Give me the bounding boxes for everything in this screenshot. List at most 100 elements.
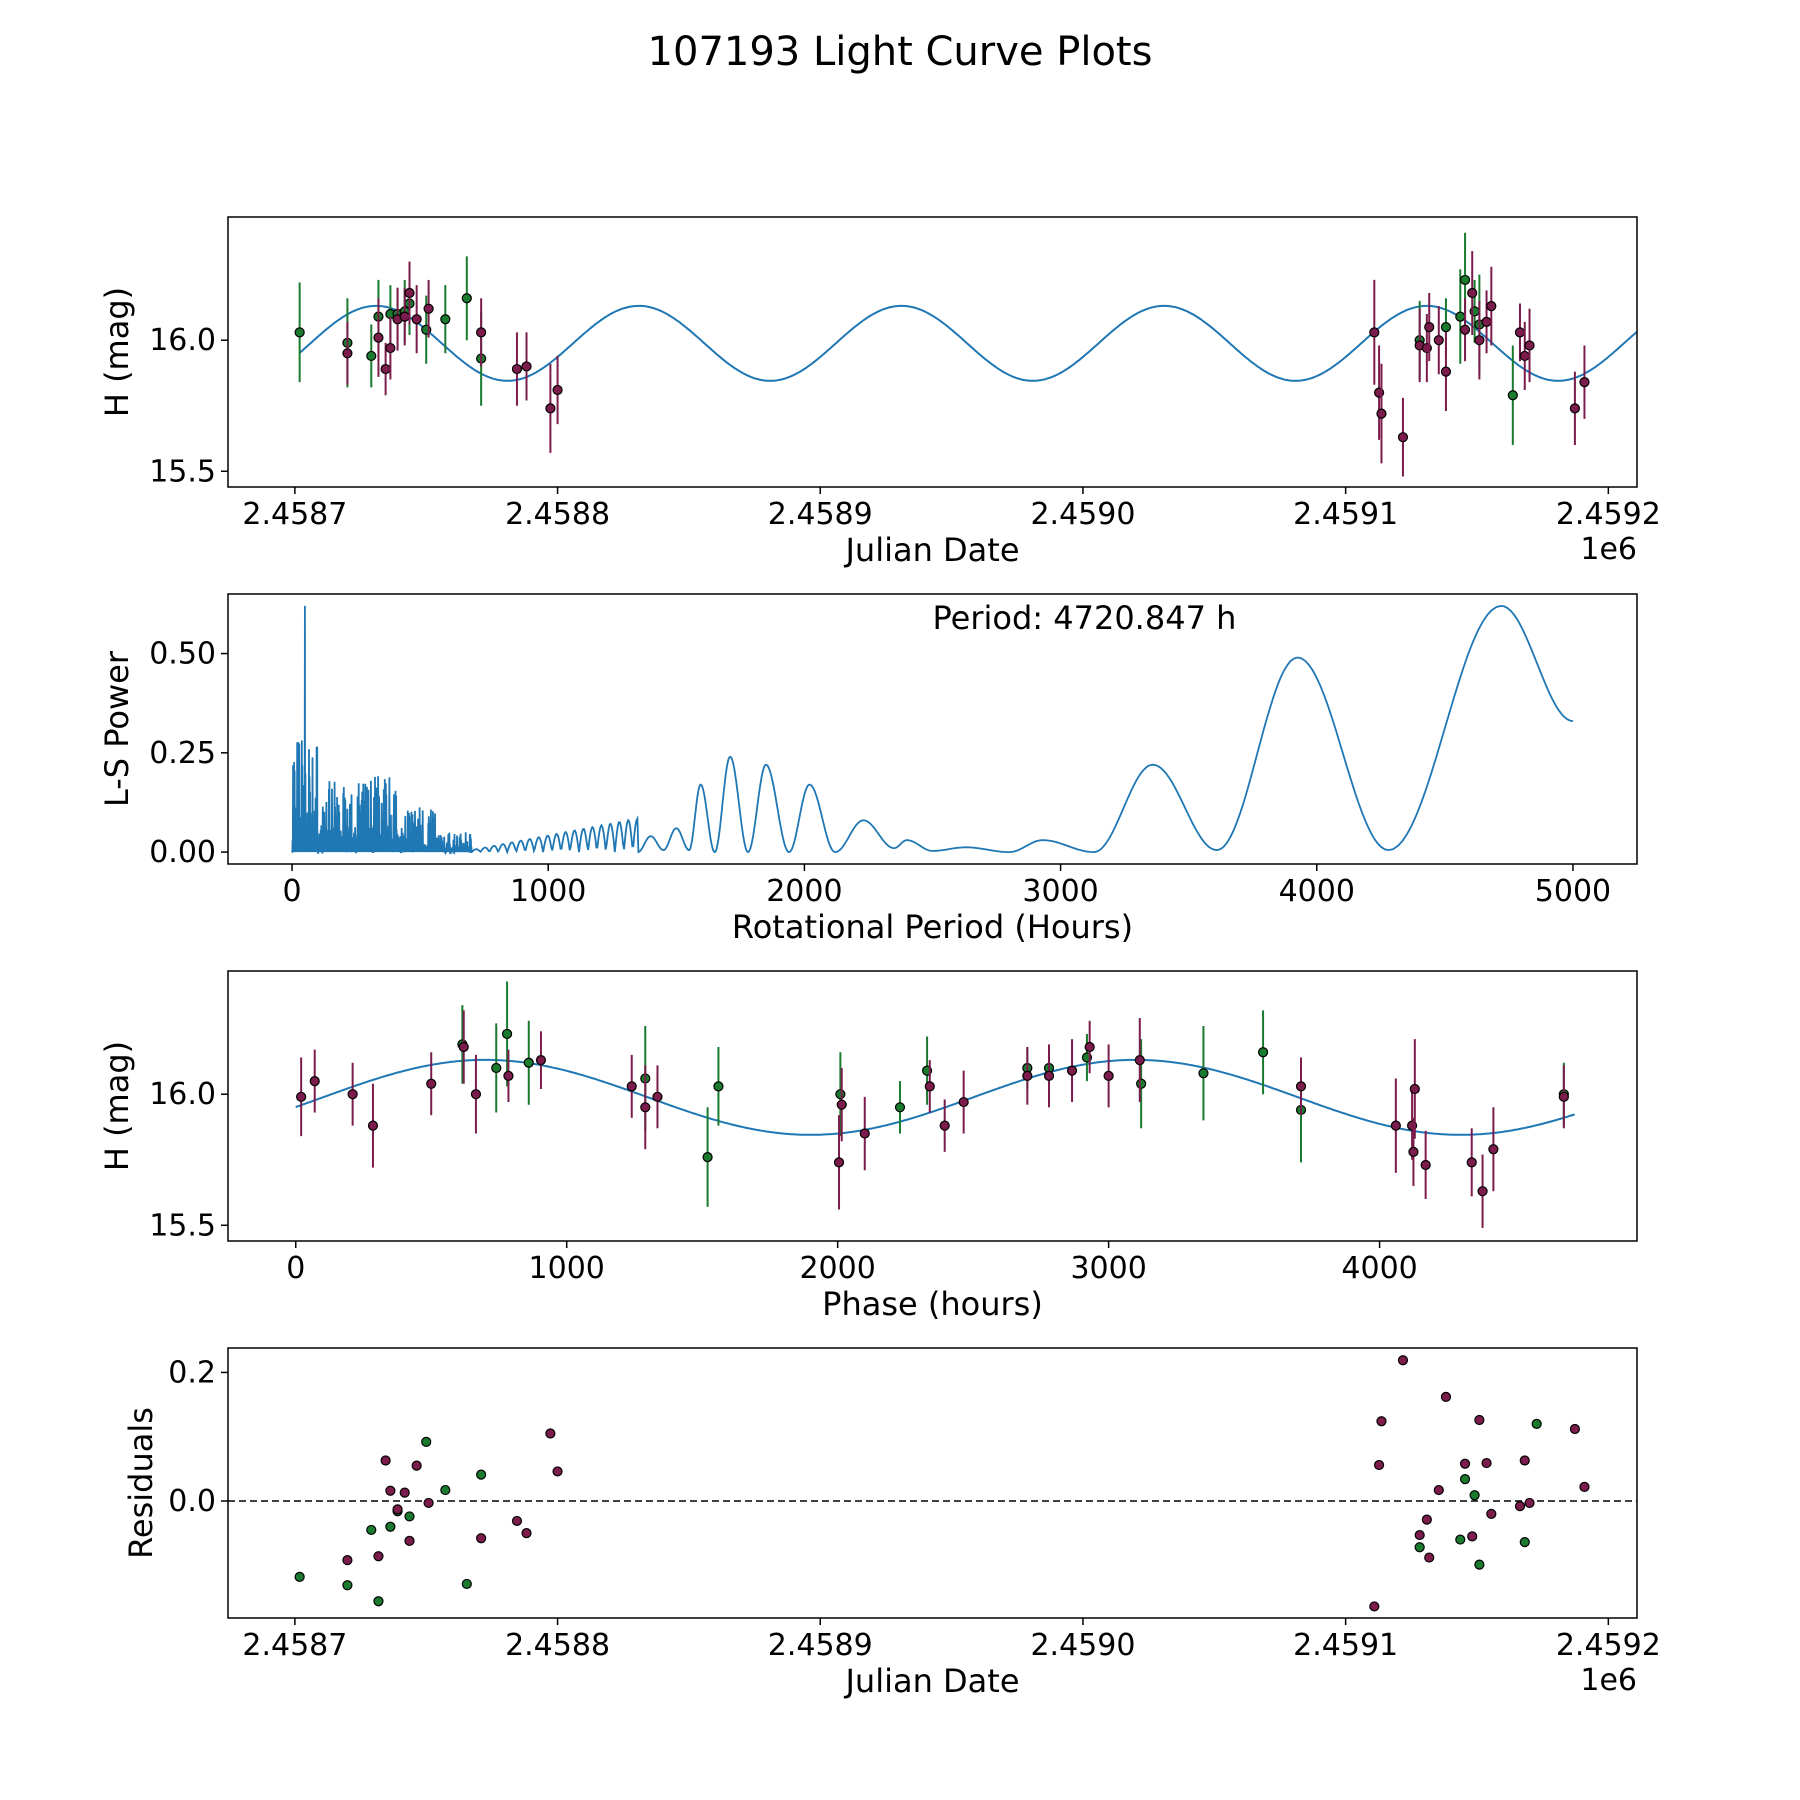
- phased-frame: [227, 970, 1638, 1242]
- maroon-point: [1579, 1481, 1590, 1492]
- y-tick-label: 15.5: [149, 1208, 216, 1243]
- maroon-point: [1409, 1083, 1420, 1095]
- green-point: [713, 1081, 724, 1092]
- figure-title: 107193 Light Curve Plots: [648, 29, 1153, 75]
- maroon-point: [411, 314, 422, 325]
- maroon-point: [476, 1533, 487, 1544]
- x-tick-label: 2000: [766, 874, 842, 909]
- maroon-point: [1414, 1529, 1425, 1541]
- x-axis-label: Rotational Period (Hours): [732, 908, 1133, 946]
- maroon-point: [404, 287, 415, 299]
- y-axis-label: H (mag): [98, 287, 136, 417]
- green-point: [523, 1057, 534, 1068]
- maroon-point: [1514, 327, 1526, 338]
- maroon-point: [399, 311, 410, 322]
- green-point: [1474, 1559, 1485, 1570]
- green-point: [702, 1152, 713, 1163]
- maroon-point: [535, 1055, 547, 1066]
- maroon-point: [1397, 1355, 1409, 1366]
- maroon-point: [1376, 1416, 1387, 1427]
- residuals-plot-area: [228, 1355, 1637, 1612]
- x-tick-label: 2000: [799, 1251, 875, 1286]
- green-point: [1531, 1418, 1542, 1429]
- maroon-point: [1134, 1055, 1145, 1066]
- maroon-point: [380, 1455, 391, 1466]
- green-point: [366, 350, 377, 362]
- green-point: [1455, 311, 1466, 322]
- green-series: [294, 1418, 1542, 1607]
- maroon-point: [503, 1070, 514, 1081]
- maroon-point: [1103, 1070, 1114, 1081]
- green-point: [461, 293, 472, 304]
- maroon-point: [1459, 324, 1471, 335]
- maroon-point: [1424, 321, 1435, 333]
- x-tick-label: 3000: [1070, 1251, 1146, 1286]
- maroon-series: [342, 1355, 1590, 1612]
- period-annotation: Period: 4720.847 h: [933, 599, 1237, 637]
- x-axis-label: Phase (hours): [822, 1285, 1043, 1323]
- x-tick-label: 2.4590: [1030, 497, 1135, 532]
- maroon-series: [296, 1010, 1569, 1228]
- x-tick-label: 1000: [510, 874, 586, 909]
- x-offset-label: 1e6: [1580, 532, 1637, 567]
- maroon-point: [859, 1128, 870, 1139]
- green-point: [294, 327, 305, 338]
- maroon-point: [1488, 1144, 1499, 1155]
- x-tick-label: 2.4587: [242, 1628, 347, 1663]
- x-tick-label: 2.4588: [505, 1628, 610, 1663]
- maroon-point: [1066, 1065, 1078, 1076]
- x-tick-label: 2.4592: [1556, 1628, 1661, 1663]
- maroon-series: [342, 251, 1590, 477]
- maroon-point: [1390, 1120, 1401, 1131]
- maroon-point: [1440, 1391, 1452, 1402]
- maroon-point: [1524, 1497, 1535, 1509]
- maroon-point: [552, 1466, 563, 1477]
- green-point: [421, 1436, 432, 1447]
- maroon-point: [385, 1485, 396, 1496]
- maroon-point: [458, 1041, 469, 1053]
- green-point: [501, 1028, 513, 1040]
- maroon-point: [924, 1081, 935, 1092]
- green-point: [1440, 321, 1452, 333]
- maroon-point: [958, 1096, 969, 1108]
- x-tick-label: 4000: [1341, 1251, 1417, 1286]
- maroon-point: [626, 1081, 637, 1092]
- maroon-point: [1519, 1455, 1530, 1466]
- maroon-point: [347, 1089, 358, 1100]
- maroon-point: [1474, 335, 1485, 346]
- y-tick-label: 15.5: [149, 454, 216, 489]
- maroon-point: [1467, 287, 1478, 299]
- y-axis-label: H (mag): [98, 1041, 136, 1171]
- maroon-point: [511, 363, 523, 375]
- maroon-point: [1481, 1457, 1492, 1469]
- maroon-point: [1519, 350, 1530, 362]
- periodogram-plot-area: [291, 604, 1574, 856]
- maroon-point: [476, 327, 487, 338]
- maroon-point: [1376, 408, 1387, 419]
- maroon-point: [640, 1102, 651, 1113]
- maroon-point: [1084, 1041, 1095, 1053]
- x-offset-label: 1e6: [1580, 1663, 1637, 1698]
- maroon-point: [1467, 1531, 1478, 1542]
- maroon-point: [1459, 1458, 1471, 1469]
- x-axis-label: Julian Date: [843, 531, 1019, 569]
- maroon-point: [1514, 1501, 1526, 1512]
- maroon-point: [1420, 1159, 1431, 1171]
- residuals-panel: 2.4587 2.4588 2.4589 2.4590 2.4591 2.4592 0.0 0…: [122, 1347, 1661, 1700]
- y-tick-label: 0.50: [149, 637, 216, 672]
- maroon-point: [833, 1157, 845, 1168]
- green-point: [1136, 1078, 1147, 1089]
- maroon-point: [399, 1487, 410, 1498]
- maroon-point: [423, 1497, 434, 1509]
- maroon-point: [836, 1099, 847, 1110]
- y-axis-label: L-S Power: [98, 650, 136, 807]
- x-tick-label: 2.4589: [768, 497, 873, 532]
- maroon-point: [1373, 1459, 1385, 1471]
- green-point: [1459, 274, 1471, 286]
- maroon-point: [545, 403, 556, 414]
- maroon-point: [1477, 1186, 1488, 1197]
- x-tick-label: 2.4592: [1556, 497, 1661, 532]
- green-point: [294, 1571, 305, 1582]
- maroon-point: [1408, 1146, 1419, 1157]
- maroon-point: [1424, 1552, 1435, 1563]
